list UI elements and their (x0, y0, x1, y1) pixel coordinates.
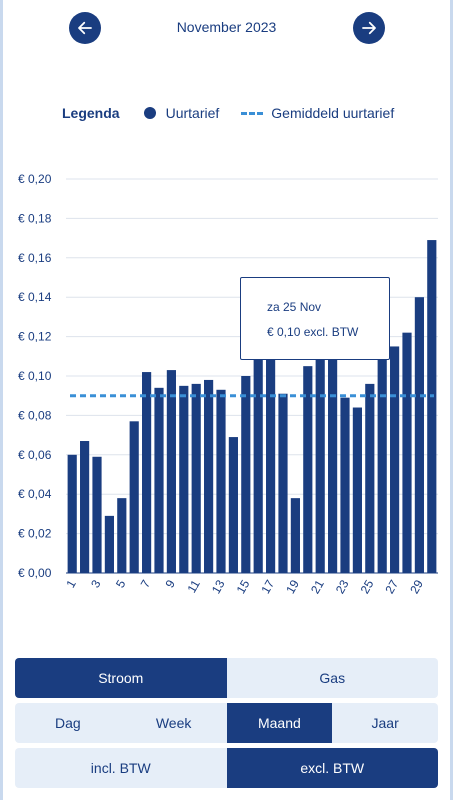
y-tick-label: € 0,06 (18, 448, 52, 462)
tooltip-value: € 0,10 excl. BTW (267, 325, 359, 339)
bar (278, 393, 288, 573)
bar (80, 441, 90, 573)
price-bar-chart[interactable]: € 0,00 € 0,02 € 0,04 € 0,06 € 0,08 € 0,10 € 0,… (0, 160, 453, 605)
left-edge (0, 0, 3, 800)
bar (142, 372, 152, 573)
bar (402, 332, 412, 573)
bar (179, 385, 189, 573)
bar (427, 240, 437, 573)
y-tick-label: € 0,18 (18, 211, 52, 225)
bar (191, 383, 201, 573)
x-tick-label: 11 (184, 577, 203, 595)
tooltip-date: za 25 Nov (267, 300, 322, 314)
bar (166, 370, 176, 573)
bar (228, 437, 238, 573)
arrow-right-icon (362, 21, 376, 35)
bar (117, 498, 127, 573)
period-option-week[interactable]: Week (120, 703, 227, 743)
x-tick-label: 17 (258, 577, 277, 596)
bar (204, 379, 214, 573)
x-tick-label: 23 (333, 577, 352, 596)
legend-title: Legenda (62, 105, 120, 121)
bar (352, 407, 362, 573)
bar (154, 387, 164, 573)
bar (92, 456, 102, 573)
x-tick-label: 7 (138, 577, 154, 590)
legend-bar-label: Uurtarief (165, 105, 220, 121)
period-option-dag[interactable]: Dag (15, 703, 121, 743)
x-tick-label: 9 (163, 577, 179, 590)
bar (290, 498, 300, 573)
y-tick-label: € 0,10 (18, 369, 52, 383)
x-tick-label: 21 (308, 577, 327, 596)
x-tick-label: 25 (358, 577, 377, 596)
right-edge (450, 0, 453, 800)
next-month-button[interactable] (353, 12, 385, 44)
y-tick-label: € 0,08 (18, 408, 52, 422)
energy-type-selector: Stroom Gas (15, 658, 438, 698)
legend-bar-swatch (143, 107, 156, 119)
bar (414, 297, 424, 573)
period-option-maand[interactable]: Maand (226, 703, 333, 743)
x-tick-label: 3 (88, 577, 104, 590)
bar (266, 356, 276, 573)
bar (328, 356, 338, 573)
y-tick-label: € 0,16 (18, 251, 52, 265)
bar (67, 454, 77, 573)
legend-average-label: Gemiddeld uurtarief (271, 105, 395, 121)
btw-option-excl-btw[interactable]: excl. BTW (226, 748, 438, 788)
y-tick-label: € 0,12 (18, 330, 52, 344)
arrow-left-icon (78, 21, 92, 35)
legend-average-swatch (241, 111, 264, 115)
bar (390, 346, 400, 573)
bar (104, 515, 114, 573)
chart-tooltip: za 25 Nov € 0,10 excl. BTW (240, 277, 390, 360)
period-selector: Dag Week Maand Jaar (15, 703, 438, 743)
bar (365, 383, 375, 573)
bar (216, 389, 226, 573)
energy-option-gas[interactable]: Gas (226, 658, 438, 698)
bar (253, 356, 263, 573)
previous-month-button[interactable] (69, 12, 101, 44)
y-tick-label: € 0,00 (18, 566, 52, 580)
x-tick-label: 5 (113, 577, 129, 590)
btw-option-incl-btw[interactable]: incl. BTW (15, 748, 227, 788)
x-tick-label: 13 (209, 577, 228, 596)
bar (129, 421, 139, 573)
y-tick-label: € 0,14 (18, 290, 52, 304)
period-option-jaar[interactable]: Jaar (332, 703, 438, 743)
chart-legend: Legenda Uurtarief Gemiddeld uurtarief (62, 105, 394, 121)
x-tick-label: 15 (234, 577, 253, 596)
bar (303, 366, 313, 573)
y-tick-label: € 0,04 (18, 487, 52, 501)
bar (340, 397, 350, 573)
x-tick-label: 19 (283, 577, 302, 596)
btw-selector: incl. BTW excl. BTW (15, 748, 438, 788)
bar (315, 356, 325, 573)
x-tick-label: 27 (382, 577, 401, 596)
bar (377, 356, 387, 573)
y-tick-label: € 0,02 (18, 527, 52, 541)
month-title: November 2023 (176, 19, 277, 35)
x-tick-label: 29 (407, 577, 426, 596)
bar (241, 376, 251, 573)
y-tick-label: € 0,20 (18, 172, 52, 186)
x-tick-label: 1 (63, 577, 79, 590)
energy-option-stroom[interactable]: Stroom (15, 658, 227, 698)
